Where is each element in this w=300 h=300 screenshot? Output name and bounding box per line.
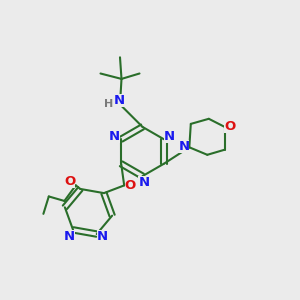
Text: O: O	[224, 120, 235, 133]
Text: N: N	[64, 230, 75, 243]
Text: N: N	[178, 140, 190, 153]
Text: N: N	[97, 230, 108, 243]
Text: H: H	[104, 99, 113, 110]
Text: O: O	[64, 175, 75, 188]
Text: N: N	[114, 94, 125, 107]
Text: N: N	[138, 176, 150, 189]
Text: N: N	[109, 130, 120, 143]
Text: N: N	[164, 130, 176, 143]
Text: O: O	[124, 179, 136, 192]
